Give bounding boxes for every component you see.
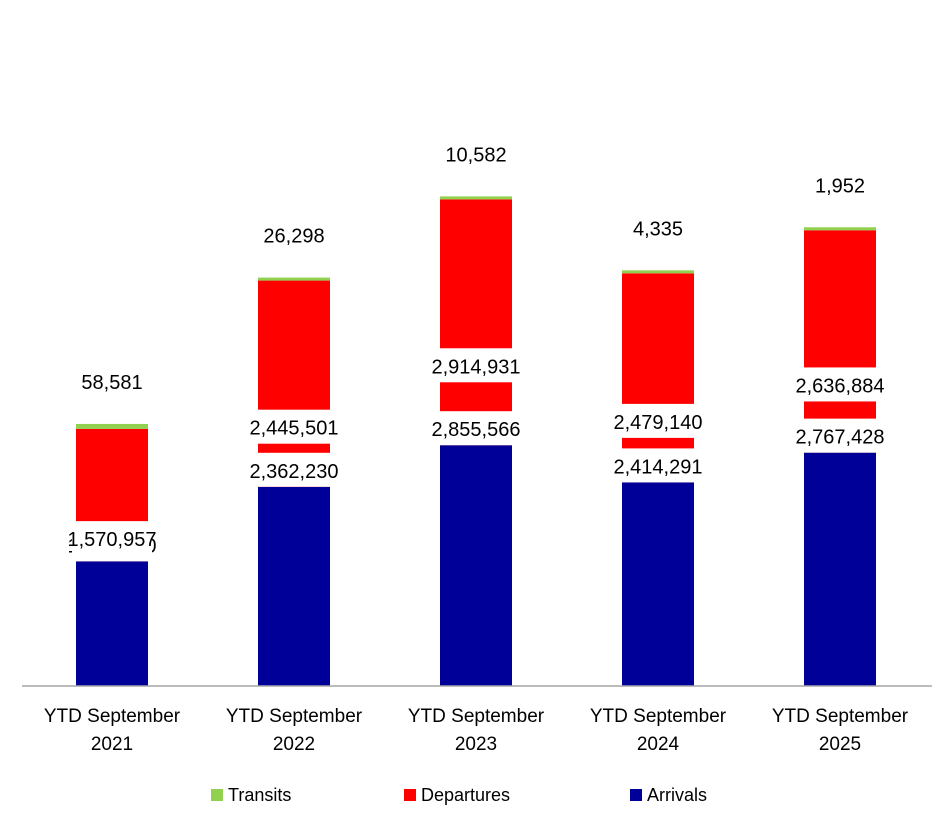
x-tick-labels: YTD September 2021 YTD September 2022 YTD Se… — [44, 706, 909, 755]
value-label-backing — [254, 409, 334, 444]
value-label-transits-2023: 10,582 — [445, 144, 506, 166]
value-label-arrivals-2024: 2,414,291 — [614, 456, 703, 478]
x-tick-label: 2023 — [455, 734, 497, 755]
bar-arrivals-2021 — [76, 561, 148, 686]
value-label-backing — [800, 367, 880, 402]
value-label-backing — [800, 418, 880, 453]
value-label-departures-2021: 1,570,957 — [68, 529, 157, 551]
value-label-arrivals-2023: 2,855,566 — [432, 419, 521, 441]
x-tick-label: 2022 — [273, 734, 315, 755]
bar-transits-2023 — [440, 196, 512, 200]
legend-label-transits: Transits — [228, 785, 291, 805]
value-label-backing — [72, 521, 152, 556]
value-label-backing — [254, 452, 334, 487]
value-label-departures-2023: 2,914,931 — [432, 356, 521, 378]
bar-transits-2025 — [804, 227, 876, 231]
x-tick-label: YTD September — [772, 706, 909, 727]
value-label-transits-2022: 26,298 — [263, 226, 324, 248]
value-label-backing — [618, 448, 698, 483]
value-label-departures-2024: 2,479,140 — [614, 412, 703, 434]
legend-label-departures: Departures — [421, 785, 510, 805]
value-label-arrivals-2022: 2,362,230 — [250, 461, 339, 483]
x-tick-label: 2024 — [637, 734, 680, 755]
value-label-departures-2022: 2,445,501 — [250, 418, 339, 440]
bar-arrivals-2024 — [622, 482, 694, 686]
bar-arrivals-2025 — [804, 452, 876, 686]
x-tick-label: YTD September — [590, 706, 727, 727]
value-label-departures-2025: 2,636,884 — [796, 375, 885, 397]
x-tick-label: YTD September — [44, 706, 181, 727]
bars-layer — [76, 196, 876, 686]
bar-arrivals-2022 — [258, 486, 330, 686]
value-label-backing — [618, 403, 698, 438]
value-label-backing — [436, 348, 516, 383]
legend-swatch-transits — [211, 789, 223, 801]
bar-departures-2025 — [804, 230, 876, 453]
bar-arrivals-2023 — [440, 445, 512, 686]
value-label-transits-2024: 4,335 — [633, 218, 683, 240]
x-tick-label: YTD September — [408, 706, 545, 727]
x-tick-label: YTD September — [226, 706, 363, 727]
value-label-transits-2025: 1,952 — [815, 175, 865, 197]
bar-transits-2021 — [76, 423, 148, 429]
bar-transits-2024 — [622, 270, 694, 274]
value-labels-layer: 1,477,9401,570,95758,5812,362,2302,445,5… — [68, 144, 885, 562]
legend: Transits Departures Arrivals — [211, 785, 707, 805]
bar-departures-2022 — [258, 280, 330, 487]
bar-departures-2024 — [622, 273, 694, 483]
value-label-backing — [436, 411, 516, 446]
legend-swatch-arrivals — [630, 789, 642, 801]
legend-label-arrivals: Arrivals — [647, 785, 707, 805]
value-label-transits-2021: 58,581 — [81, 372, 142, 394]
legend-swatch-departures — [404, 789, 416, 801]
bar-departures-2023 — [440, 199, 512, 446]
x-tick-label: 2021 — [91, 734, 133, 755]
x-tick-label: 2025 — [819, 734, 861, 755]
value-label-arrivals-2025: 2,767,428 — [796, 427, 885, 449]
bar-transits-2022 — [258, 277, 330, 281]
